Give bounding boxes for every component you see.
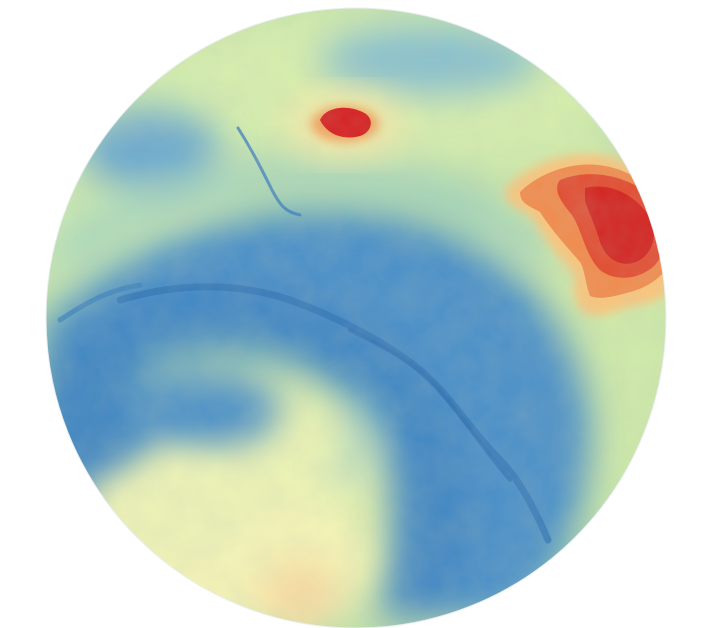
map-border — [45, 7, 667, 628]
